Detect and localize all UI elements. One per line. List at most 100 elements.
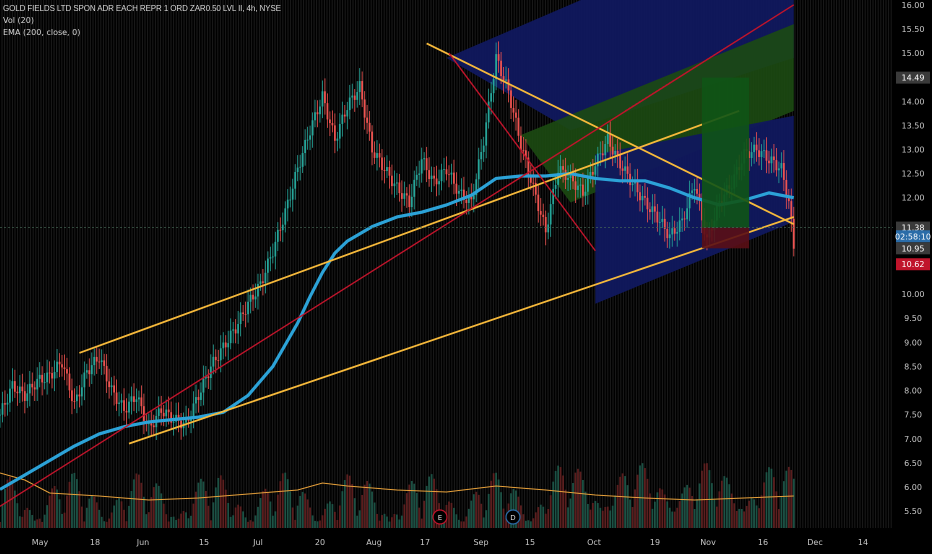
candle-body [185, 418, 187, 423]
candle-body [527, 157, 530, 175]
volume-bar [403, 504, 406, 528]
volume-bar [152, 487, 155, 528]
volume-bar [219, 475, 222, 528]
candle-body [614, 150, 617, 155]
candle-body [306, 139, 309, 141]
candle-body [782, 163, 785, 180]
x-tick-label: Dec [807, 538, 822, 547]
volume-bar [673, 511, 676, 528]
candle-body [653, 206, 656, 212]
volume-bar [18, 516, 21, 528]
candle-body [482, 145, 485, 152]
trendline-upper-channel [79, 110, 740, 354]
volume-bar [142, 496, 145, 528]
stop-zone [701, 227, 750, 249]
volume-bar [418, 507, 421, 528]
candle-body [110, 385, 113, 388]
volume-bar [58, 499, 61, 528]
candle-body [639, 192, 641, 201]
candle-body [418, 173, 421, 175]
volume-bar [269, 501, 272, 528]
candle-body [257, 283, 259, 297]
volume-bar [688, 487, 691, 528]
x-tick-label: Oct [587, 538, 601, 547]
candle-body [477, 159, 480, 180]
candle-body [366, 117, 369, 123]
volume-bar [63, 512, 66, 528]
candle-body [626, 166, 629, 174]
volume-bar [577, 468, 579, 528]
volume-bar [428, 476, 431, 528]
y-tick-label: 16.00 [902, 1, 925, 10]
volume-bar [217, 477, 220, 528]
volume-bar [6, 479, 9, 528]
volume-bar [629, 499, 631, 528]
y-tick-label: 13.00 [902, 145, 925, 154]
marker-letter: D [510, 514, 515, 522]
volume-bar [274, 511, 277, 528]
candle-body [775, 160, 778, 171]
candle-body [681, 218, 684, 221]
candle-body [68, 373, 71, 391]
volume-bar [386, 516, 388, 528]
candle-body [500, 60, 502, 77]
candle-body [505, 79, 507, 81]
candle-body [368, 122, 371, 132]
x-tick-label: 16 [758, 538, 768, 547]
candle-body [165, 409, 168, 417]
candle-body [13, 381, 16, 392]
candle-body [631, 183, 634, 186]
candle-body [395, 182, 398, 184]
y-tick-label: 12.00 [902, 194, 925, 203]
candle-body [534, 182, 537, 195]
trendline-red-extension [624, 4, 795, 112]
candle-body [16, 391, 19, 394]
candle-body [341, 114, 344, 124]
candle-body [222, 342, 225, 349]
candle-body [405, 193, 408, 196]
volume-bar [13, 490, 16, 528]
volume-bar [341, 491, 344, 528]
volume-bar [641, 463, 644, 528]
candle-body [780, 163, 783, 169]
candle-body [510, 90, 512, 108]
volume-bar [110, 512, 113, 528]
candle-body [209, 366, 212, 378]
candle-body [458, 190, 460, 194]
candle-body [140, 397, 143, 407]
candle-body [138, 397, 140, 400]
candle-body [123, 400, 125, 411]
volume-indicator-label: Vol (20) [3, 16, 34, 25]
volume-bar [56, 489, 58, 528]
volume-bar [257, 506, 259, 528]
volume-bar [366, 480, 369, 528]
volume-bar [155, 483, 158, 528]
candle-body [460, 189, 463, 191]
candle-body [356, 92, 359, 100]
candle-body [358, 81, 361, 93]
volume-bar [165, 514, 168, 528]
volume-bar [579, 471, 582, 528]
candle-body [167, 409, 170, 413]
volume-bar [626, 485, 629, 528]
candle-body [433, 175, 435, 179]
candle-body [197, 397, 200, 400]
volume-bar [249, 520, 252, 528]
candle-body [95, 356, 98, 362]
y-tick-label: 9.00 [904, 338, 922, 347]
candle-body [688, 193, 691, 209]
candle-body [150, 423, 153, 426]
x-tick-label: 19 [650, 538, 660, 547]
candle-body [80, 387, 83, 397]
volume-bar [309, 507, 311, 528]
candle-body [284, 208, 287, 225]
candle-body [66, 369, 68, 374]
candle-body [28, 383, 31, 394]
candle-body [234, 329, 237, 334]
candle-body [329, 119, 331, 124]
volume-bar [381, 515, 383, 528]
candle-body [113, 385, 116, 393]
candle-body [200, 392, 202, 400]
